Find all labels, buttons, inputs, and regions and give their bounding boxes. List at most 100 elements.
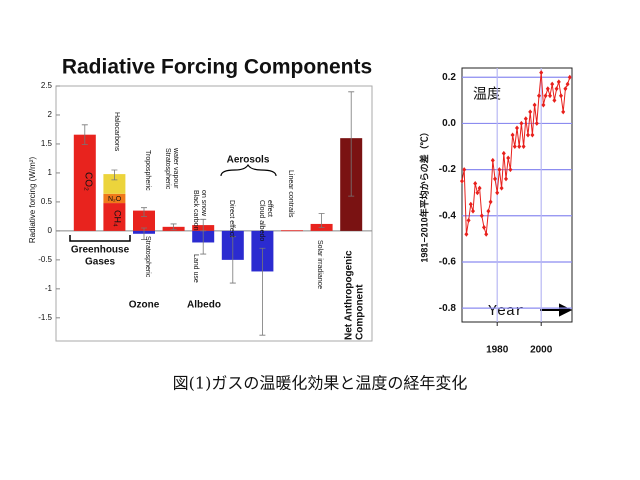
error-bar	[111, 169, 118, 181]
point	[493, 176, 497, 182]
point	[468, 201, 473, 207]
line-plot-frame	[461, 67, 573, 323]
error-bar	[348, 91, 355, 197]
y-tick-label: 0.0	[442, 118, 456, 129]
segment-label: Stratospheric	[164, 148, 171, 190]
plot-frame	[55, 85, 373, 342]
point	[545, 86, 550, 92]
segment-label: Linear contrails	[287, 170, 294, 218]
group-label: Net Anthropogenic	[344, 250, 355, 340]
segment-label: CO₂	[82, 172, 93, 191]
bar-segment	[103, 203, 126, 231]
point	[554, 86, 559, 92]
segment-label: on snow	[200, 190, 207, 217]
point	[506, 155, 511, 161]
point	[464, 231, 469, 237]
error-bar	[259, 247, 266, 336]
group-bracket	[69, 235, 131, 242]
error-bar	[318, 213, 325, 228]
bar-segment	[133, 210, 155, 231]
error-bar	[200, 230, 207, 255]
group-label: Gases	[85, 257, 115, 268]
point	[495, 190, 500, 196]
error-bar	[141, 207, 147, 217]
point	[519, 120, 524, 126]
y-tick-label: 0.2	[442, 72, 456, 83]
point	[523, 116, 528, 122]
point	[490, 157, 495, 163]
segment-label: Black carbon	[192, 190, 199, 231]
y-tick-label: 2	[48, 110, 53, 119]
point	[484, 231, 489, 237]
caption: 図(1)ガスの温暖化効果と温度の経年変化	[173, 374, 468, 393]
segment-label: Land use	[192, 254, 199, 283]
y-tick-label: -0.8	[439, 303, 457, 314]
chart-title: Radiative Forcing Components	[62, 56, 372, 79]
segment-label: N₂O	[108, 196, 122, 203]
x-tick-label: 1980	[486, 345, 509, 356]
segment-label: Cloud albedo	[258, 200, 265, 241]
y-tick-label: -1	[45, 284, 53, 293]
error-bar	[141, 227, 147, 240]
point	[515, 125, 519, 131]
point	[541, 102, 546, 108]
point	[504, 176, 508, 182]
segment-label: Solar irradiance	[316, 240, 323, 289]
point	[473, 180, 478, 186]
bar-segment	[73, 134, 96, 231]
group-label: Component	[355, 284, 366, 340]
point	[548, 93, 552, 99]
segment-label: effect	[266, 200, 273, 217]
point	[510, 132, 515, 138]
y-axis-label: Radiative forcing (W/m²)	[28, 157, 37, 244]
point	[563, 86, 568, 92]
point	[499, 185, 504, 191]
error-bar	[81, 124, 88, 145]
y-tick-label: -0.2	[439, 164, 457, 175]
point	[534, 120, 539, 126]
y-tick-label: 0.5	[41, 197, 53, 206]
point	[543, 93, 548, 99]
point	[488, 199, 493, 205]
point	[561, 109, 566, 115]
segment-label: Stratospheric	[144, 236, 151, 278]
segment-label: Halocarbons	[113, 112, 120, 152]
group-label: Albedo	[187, 300, 221, 311]
segment-label: CH₄	[113, 210, 123, 227]
y-tick-label: 1.5	[41, 139, 53, 148]
point	[537, 93, 541, 99]
error-bar	[170, 223, 177, 231]
point	[486, 208, 491, 214]
y-tick-label: -0.5	[38, 255, 52, 264]
error-bar	[229, 236, 236, 284]
point	[521, 144, 526, 150]
point	[567, 74, 572, 80]
y-tick-label: 2.5	[41, 81, 53, 90]
y-tick-label: 1	[48, 168, 53, 177]
point	[475, 190, 480, 196]
annotation: 温度	[473, 86, 501, 102]
point	[501, 150, 506, 156]
point	[462, 167, 467, 173]
point	[532, 102, 537, 108]
group-label: Ozone	[129, 300, 160, 311]
point	[497, 167, 502, 173]
point	[512, 144, 517, 150]
x-tick-label: 2000	[530, 345, 553, 356]
point	[550, 81, 555, 87]
y-tick-label: -0.6	[439, 257, 457, 268]
point	[517, 144, 522, 150]
point	[466, 217, 471, 223]
point	[482, 224, 486, 230]
point	[565, 81, 570, 87]
y-tick-label: -1.5	[38, 313, 52, 322]
year-arrow	[540, 303, 573, 317]
point	[556, 79, 561, 85]
y-axis-label: 1981−2010年平均からの差（℃）	[418, 127, 429, 262]
bar-segment	[103, 193, 126, 204]
point	[559, 93, 563, 99]
point	[530, 132, 535, 138]
point	[479, 213, 484, 219]
